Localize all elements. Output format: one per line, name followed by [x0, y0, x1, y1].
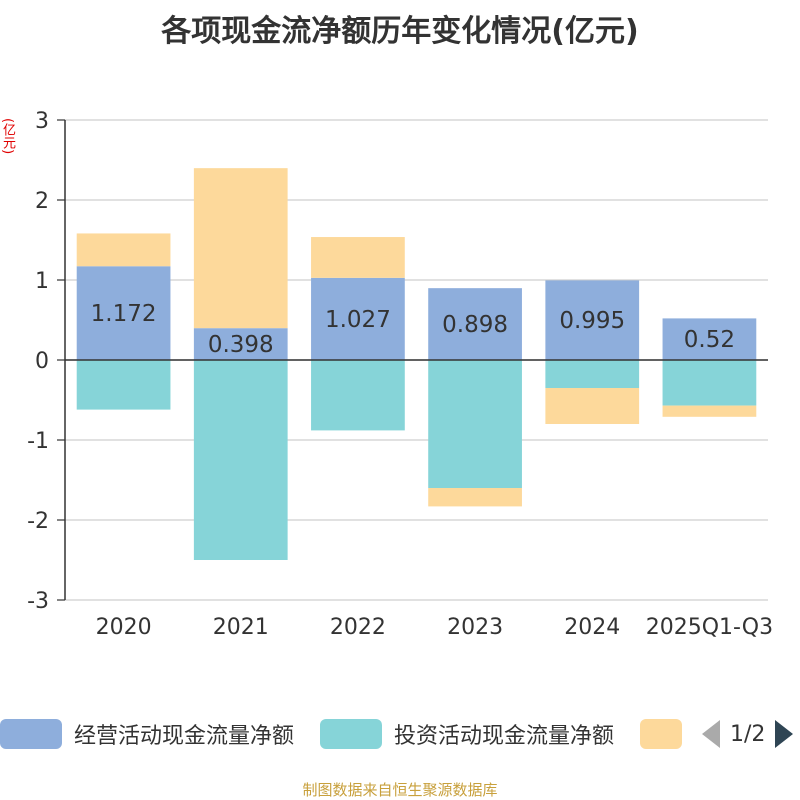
- legend-item-investing[interactable]: 投资活动现金流量净额: [320, 716, 614, 752]
- legend: 经营活动现金流量净额 投资活动现金流量净额 1/2: [0, 716, 800, 752]
- bar-investing[interactable]: [545, 360, 640, 388]
- bar-investing[interactable]: [311, 360, 405, 431]
- data-label: 1.172: [91, 301, 157, 327]
- y-tick-label: 0: [35, 349, 49, 374]
- y-tick-label: 1: [35, 269, 49, 294]
- y-tick-label: -1: [27, 429, 49, 454]
- bar-financing[interactable]: [311, 237, 405, 278]
- legend-swatch-investing: [320, 719, 382, 749]
- data-label: 0.995: [559, 308, 625, 334]
- x-tick-label: 2025Q1-Q3: [646, 615, 773, 640]
- x-tick-label: 2022: [330, 615, 386, 640]
- bar-investing[interactable]: [76, 360, 171, 410]
- bar-financing[interactable]: [662, 405, 757, 417]
- prev-page-icon[interactable]: [702, 720, 720, 748]
- legend-label-operating: 经营活动现金流量净额: [74, 724, 295, 749]
- legend-item-financing[interactable]: [640, 716, 682, 752]
- legend-page-indicator: 1/2: [730, 721, 766, 747]
- x-tick-label: 2023: [447, 615, 503, 640]
- y-axis-unit: (亿元): [0, 118, 15, 155]
- axes: 3 2 1 0 -1 -2 -3 2020 2021 2022 2023 2024 2025Q1-Q3: [27, 109, 773, 640]
- data-label: 0.398: [208, 332, 274, 358]
- data-labels: 1.172 0.398 1.027 0.898 0.995 0.52: [91, 301, 735, 358]
- bar-financing[interactable]: [76, 233, 171, 267]
- legend-pager: 1/2: [702, 716, 794, 752]
- bar-operating[interactable]: [76, 266, 171, 360]
- y-tick-label: -2: [27, 509, 49, 534]
- x-tick-label: 2021: [213, 615, 269, 640]
- bar-financing[interactable]: [545, 388, 640, 424]
- bar-financing[interactable]: [193, 168, 288, 329]
- bar-operating[interactable]: [428, 288, 522, 360]
- bar-operating[interactable]: [662, 318, 757, 360]
- data-label: 1.027: [325, 307, 391, 333]
- legend-swatch-operating: [0, 719, 62, 749]
- legend-item-operating[interactable]: 经营活动现金流量净额: [0, 716, 294, 752]
- x-tick-label: 2024: [564, 615, 620, 640]
- next-page-icon[interactable]: [775, 720, 794, 748]
- bar-operating[interactable]: [311, 277, 405, 360]
- bar-investing[interactable]: [662, 360, 757, 406]
- y-tick-label: 2: [35, 189, 49, 214]
- x-tick-label: 2020: [96, 615, 152, 640]
- chart-title: 各项现金流净额历年变化情况(亿元): [161, 14, 639, 49]
- legend-label-investing: 投资活动现金流量净额: [394, 724, 615, 749]
- data-source: 制图数据来自恒生聚源数据库: [302, 781, 498, 799]
- data-label: 0.898: [442, 312, 508, 338]
- data-label: 0.52: [684, 327, 735, 353]
- bar-operating[interactable]: [193, 328, 288, 360]
- y-tick-label: -3: [27, 589, 49, 614]
- legend-swatch-financing: [640, 719, 682, 749]
- bar-investing[interactable]: [193, 360, 288, 560]
- bar-financing[interactable]: [428, 488, 522, 507]
- bars: [76, 168, 757, 560]
- y-tick-label: 3: [35, 109, 49, 134]
- bar-investing[interactable]: [428, 360, 522, 488]
- bar-operating[interactable]: [545, 280, 640, 360]
